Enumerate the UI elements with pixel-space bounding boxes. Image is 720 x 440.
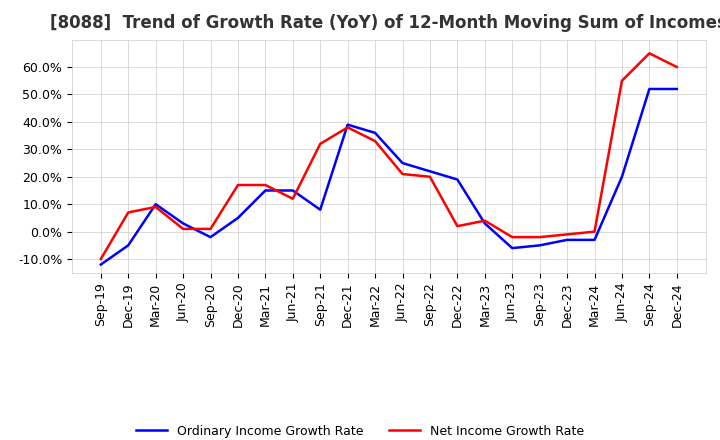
Net Income Growth Rate: [480, 218, 489, 224]
Net Income Growth Rate: [590, 229, 599, 234]
Ordinary Income Growth Rate: [508, 246, 516, 251]
Ordinary Income Growth Rate: [233, 215, 242, 220]
Ordinary Income Growth Rate: [206, 235, 215, 240]
Ordinary Income Growth Rate: [151, 202, 160, 207]
Net Income Growth Rate: [645, 51, 654, 56]
Ordinary Income Growth Rate: [480, 221, 489, 226]
Net Income Growth Rate: [618, 78, 626, 84]
Net Income Growth Rate: [179, 226, 187, 231]
Title: [8088]  Trend of Growth Rate (YoY) of 12-Month Moving Sum of Incomes: [8088] Trend of Growth Rate (YoY) of 12-…: [50, 15, 720, 33]
Ordinary Income Growth Rate: [590, 237, 599, 242]
Ordinary Income Growth Rate: [261, 188, 270, 193]
Ordinary Income Growth Rate: [398, 161, 407, 166]
Net Income Growth Rate: [206, 226, 215, 231]
Ordinary Income Growth Rate: [618, 174, 626, 180]
Net Income Growth Rate: [426, 174, 434, 180]
Line: Net Income Growth Rate: Net Income Growth Rate: [101, 53, 677, 259]
Net Income Growth Rate: [261, 182, 270, 187]
Ordinary Income Growth Rate: [96, 262, 105, 267]
Net Income Growth Rate: [151, 204, 160, 209]
Ordinary Income Growth Rate: [316, 207, 325, 213]
Net Income Growth Rate: [453, 224, 462, 229]
Ordinary Income Growth Rate: [645, 86, 654, 92]
Ordinary Income Growth Rate: [563, 237, 572, 242]
Net Income Growth Rate: [96, 257, 105, 262]
Ordinary Income Growth Rate: [124, 243, 132, 248]
Ordinary Income Growth Rate: [343, 122, 352, 127]
Ordinary Income Growth Rate: [672, 86, 681, 92]
Net Income Growth Rate: [343, 125, 352, 130]
Line: Ordinary Income Growth Rate: Ordinary Income Growth Rate: [101, 89, 677, 264]
Ordinary Income Growth Rate: [536, 243, 544, 248]
Net Income Growth Rate: [508, 235, 516, 240]
Net Income Growth Rate: [233, 182, 242, 187]
Net Income Growth Rate: [672, 64, 681, 70]
Net Income Growth Rate: [371, 139, 379, 144]
Net Income Growth Rate: [563, 232, 572, 237]
Ordinary Income Growth Rate: [453, 177, 462, 182]
Net Income Growth Rate: [124, 210, 132, 215]
Ordinary Income Growth Rate: [371, 130, 379, 136]
Net Income Growth Rate: [536, 235, 544, 240]
Net Income Growth Rate: [289, 196, 297, 202]
Net Income Growth Rate: [398, 172, 407, 177]
Ordinary Income Growth Rate: [426, 169, 434, 174]
Net Income Growth Rate: [316, 141, 325, 147]
Ordinary Income Growth Rate: [179, 221, 187, 226]
Legend: Ordinary Income Growth Rate, Net Income Growth Rate: Ordinary Income Growth Rate, Net Income …: [131, 420, 589, 440]
Ordinary Income Growth Rate: [289, 188, 297, 193]
